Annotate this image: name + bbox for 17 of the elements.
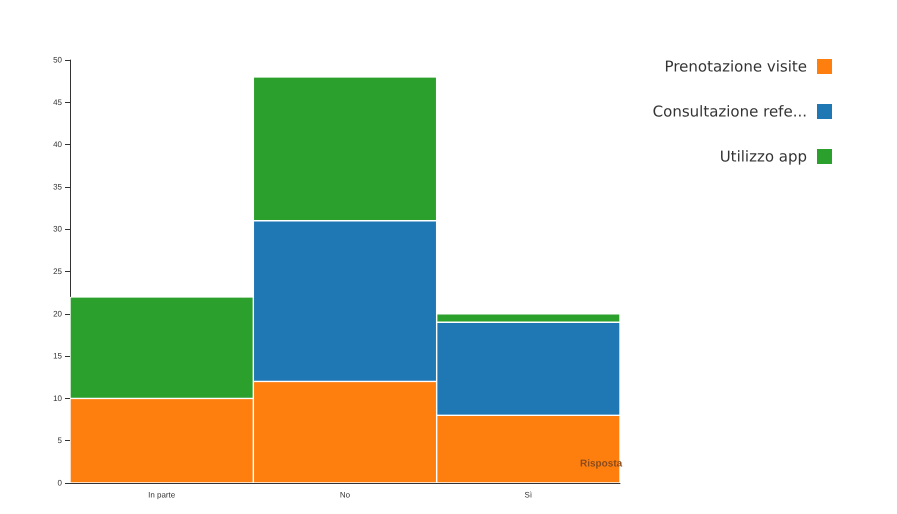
legend-label: Utilizzo app: [720, 148, 807, 166]
y-tick-label: 50: [53, 56, 63, 64]
y-tick-label: 5: [58, 436, 63, 446]
y-tick-label: 0: [58, 478, 63, 488]
y-tick-label: 45: [53, 98, 63, 107]
y-tick-label: 30: [53, 224, 63, 234]
x-tick-label: Sì: [524, 490, 532, 500]
y-tick-label: 15: [53, 352, 63, 361]
y-tick-label: 10: [53, 394, 63, 403]
x-tick-label: No: [340, 490, 351, 500]
y-tick-label: 20: [53, 309, 63, 318]
legend-label: Prenotazione visite: [664, 58, 807, 76]
y-tick-label: 25: [53, 267, 63, 276]
y-tick-label: 40: [53, 140, 63, 150]
legend-label: Consultazione refe...: [652, 102, 807, 120]
x-tick-label: In parte: [148, 490, 176, 500]
y-tick-label: 35: [53, 182, 63, 192]
